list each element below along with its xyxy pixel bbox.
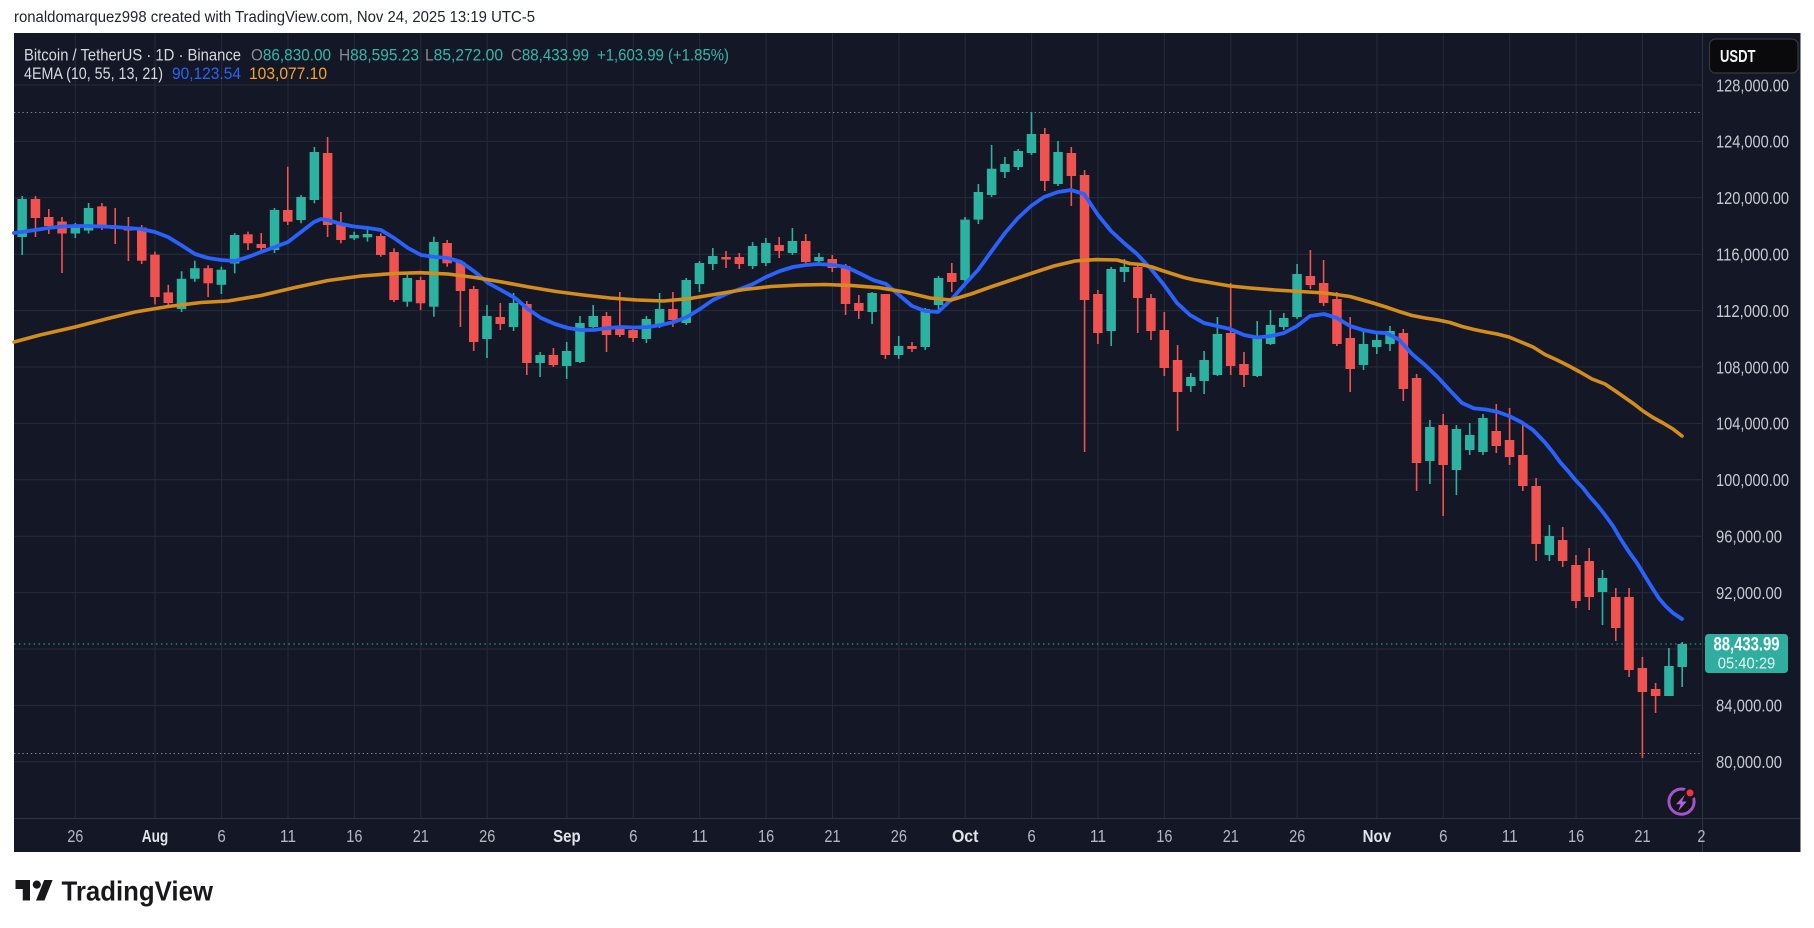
svg-text:6: 6 [1027, 826, 1035, 846]
svg-text:C88,433.99: C88,433.99 [511, 46, 589, 65]
svg-text:26: 26 [67, 826, 83, 846]
svg-text:100,000.00: 100,000.00 [1716, 470, 1789, 490]
svg-text:92,000.00: 92,000.00 [1716, 583, 1782, 603]
svg-text:103,077.10: 103,077.10 [249, 64, 327, 83]
svg-text:4EMA (10, 55, 13, 21): 4EMA (10, 55, 13, 21) [24, 64, 163, 83]
svg-text:H88,595.23: H88,595.23 [339, 46, 419, 65]
svg-text:84,000.00: 84,000.00 [1716, 696, 1782, 716]
svg-text:96,000.00: 96,000.00 [1716, 527, 1782, 547]
svg-text:120,000.00: 120,000.00 [1716, 188, 1789, 208]
svg-text:USDT: USDT [1720, 46, 1756, 66]
svg-text:104,000.00: 104,000.00 [1716, 414, 1789, 434]
svg-text:+1,603.99 (+1.85%): +1,603.99 (+1.85%) [597, 46, 729, 65]
svg-text:16: 16 [758, 826, 774, 846]
svg-text:Nov: Nov [1363, 826, 1392, 846]
svg-text:128,000.00: 128,000.00 [1716, 75, 1789, 95]
svg-text:Sep: Sep [553, 826, 581, 846]
svg-text:21: 21 [1634, 826, 1650, 846]
svg-text:Oct: Oct [952, 826, 979, 846]
svg-text:6: 6 [629, 826, 637, 846]
svg-text:6: 6 [1439, 826, 1447, 846]
svg-text:11: 11 [692, 826, 708, 846]
svg-text:80,000.00: 80,000.00 [1716, 752, 1782, 772]
svg-text:ronaldomarquez998 created with: ronaldomarquez998 created with TradingVi… [14, 9, 535, 26]
svg-text:05:40:29: 05:40:29 [1718, 656, 1776, 673]
svg-text:108,000.00: 108,000.00 [1716, 357, 1789, 377]
svg-text:O86,830.00: O86,830.00 [251, 46, 331, 65]
svg-text:21: 21 [824, 826, 840, 846]
svg-text:112,000.00: 112,000.00 [1716, 301, 1789, 321]
svg-text:26: 26 [1289, 826, 1305, 846]
svg-text:16: 16 [1156, 826, 1172, 846]
svg-text:90,123.54: 90,123.54 [172, 64, 241, 83]
svg-text:16: 16 [1568, 826, 1584, 846]
svg-text:26: 26 [891, 826, 907, 846]
svg-text:124,000.00: 124,000.00 [1716, 132, 1789, 152]
svg-text:11: 11 [1502, 826, 1518, 846]
svg-text:88,433.99: 88,433.99 [1714, 635, 1780, 656]
svg-text:116,000.00: 116,000.00 [1716, 245, 1789, 265]
svg-text:L85,272.00: L85,272.00 [425, 46, 503, 65]
svg-text:11: 11 [1090, 826, 1106, 846]
svg-text:6: 6 [217, 826, 225, 846]
svg-text:26: 26 [479, 826, 495, 846]
svg-text:21: 21 [413, 826, 429, 846]
svg-text:Bitcoin / TetherUS · 1D · Bina: Bitcoin / TetherUS · 1D · Binance [24, 46, 241, 65]
svg-text:16: 16 [346, 826, 362, 846]
svg-text:11: 11 [280, 826, 296, 846]
svg-text:Aug: Aug [142, 826, 169, 846]
svg-text:21: 21 [1223, 826, 1239, 846]
svg-text:26: 26 [1697, 826, 1713, 846]
svg-text:TradingView: TradingView [62, 876, 214, 907]
